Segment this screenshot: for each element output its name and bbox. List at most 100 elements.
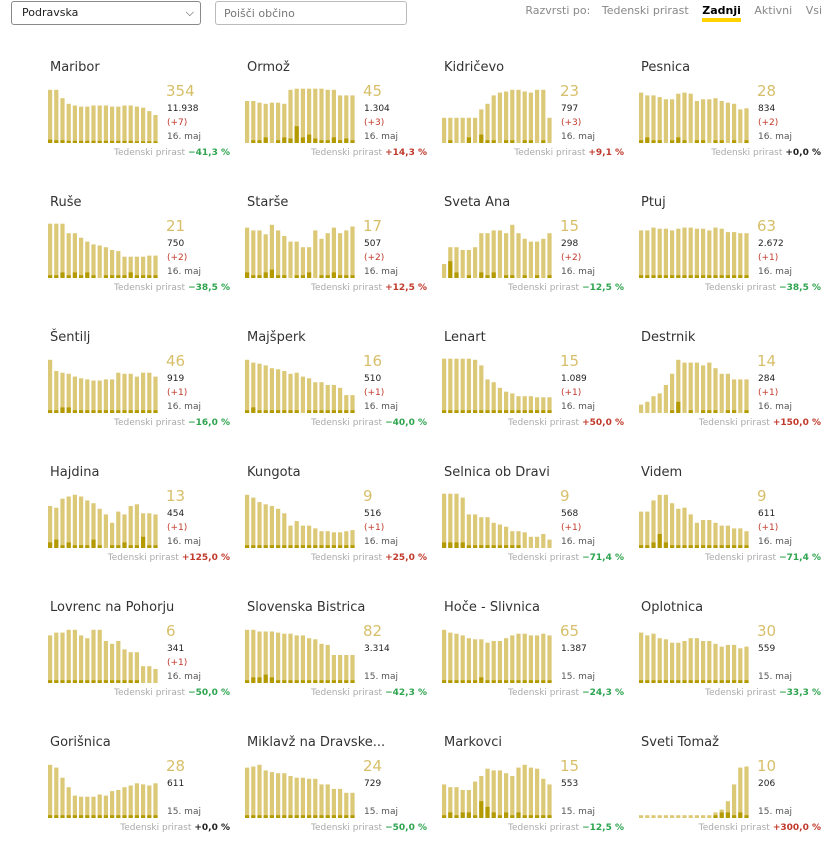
active-bar bbox=[153, 669, 158, 683]
municipality-card[interactable]: Pesnica 28 834 (+2) 16. maj Tedenski prirast +… bbox=[639, 60, 821, 185]
active-cases: 24 bbox=[363, 757, 383, 775]
active-bar bbox=[294, 635, 299, 683]
new-cases-bar bbox=[269, 815, 274, 818]
municipality-card[interactable]: Miklavž na Dravske... 24 729 15. maj Tedensk… bbox=[245, 735, 427, 860]
municipality-card[interactable]: Ptuj 63 2.672 (+1) 16. maj Tedenski prirast −3… bbox=[639, 195, 821, 320]
weekly-change: Tedenski prirast −50,0 % bbox=[114, 688, 230, 698]
new-cases-bar bbox=[48, 410, 53, 413]
municipality-card[interactable]: Markovci 15 553 15. maj Tedenski prirast −12,… bbox=[442, 735, 624, 860]
sort-option-latest[interactable]: Zadnji bbox=[702, 4, 741, 22]
municipality-card[interactable]: Starše 17 507 (+2) 16. maj Tedenski prirast +1… bbox=[245, 195, 427, 320]
sort-option-active[interactable]: Aktivni bbox=[754, 4, 793, 17]
active-bar bbox=[688, 815, 693, 818]
new-cases-bar bbox=[682, 680, 687, 683]
new-cases-bar bbox=[473, 410, 478, 413]
active-bar bbox=[639, 404, 644, 413]
municipality-card[interactable]: Maribor 354 11.938 (+7) 16. maj Tedenski prir… bbox=[48, 60, 230, 185]
active-bar bbox=[48, 635, 53, 683]
new-cases-bar bbox=[54, 815, 59, 818]
active-bar bbox=[251, 101, 256, 143]
new-cases-bar bbox=[504, 410, 509, 413]
municipality-card[interactable]: Lenart 15 1.089 (+1) 16. maj Tedenski prirast… bbox=[442, 330, 624, 455]
municipality-card[interactable]: Ormož 45 1.304 (+3) 16. maj Tedenski prirast +… bbox=[245, 60, 427, 185]
active-bar bbox=[245, 494, 250, 548]
new-cases-bar bbox=[466, 680, 471, 683]
active-bar bbox=[497, 92, 502, 143]
last-date: 16. maj bbox=[364, 132, 398, 142]
new-cases-bar bbox=[294, 410, 299, 413]
new-cases-bar bbox=[116, 545, 121, 548]
new-cases-bar bbox=[497, 410, 502, 413]
municipality-card[interactable]: Kidričevo 23 797 (+3) 16. maj Tedenski priras… bbox=[442, 60, 624, 185]
active-bar bbox=[504, 638, 509, 683]
municipality-card[interactable]: Oplotnica 30 559 15. maj Tedenski prirast −33… bbox=[639, 600, 821, 725]
new-cases-bar bbox=[479, 677, 484, 683]
new-cases-bar bbox=[744, 545, 749, 548]
sort-option-weekly[interactable]: Tedenski prirast bbox=[601, 4, 689, 17]
new-cases-bar bbox=[153, 410, 158, 413]
new-cases-bar bbox=[141, 141, 146, 143]
sort-option-all[interactable]: Vsi bbox=[805, 4, 822, 17]
active-bar bbox=[645, 815, 650, 818]
municipality-name: Selnica ob Dravi bbox=[444, 465, 550, 480]
active-bar bbox=[535, 635, 540, 683]
new-cases-bar bbox=[338, 410, 343, 413]
municipality-card[interactable]: Hajdina 13 454 (+1) 16. maj Tedenski prirast +… bbox=[48, 465, 230, 590]
active-bar bbox=[147, 785, 152, 818]
active-bar bbox=[707, 520, 712, 548]
active-bar bbox=[294, 777, 299, 818]
municipality-card[interactable]: Destrnik 14 284 (+1) 16. maj Tedenski prirast… bbox=[639, 330, 821, 455]
new-cases-bar bbox=[535, 410, 540, 413]
active-bar bbox=[454, 117, 459, 143]
municipality-name: Šentilj bbox=[50, 330, 91, 345]
new-cases-bar bbox=[153, 275, 158, 278]
new-cases-bar bbox=[344, 680, 349, 683]
new-cases-bar bbox=[442, 542, 447, 548]
active-bar bbox=[491, 95, 496, 143]
municipality-card[interactable]: Gorišnica 28 611 15. maj Tedenski prirast +0,… bbox=[48, 735, 230, 860]
municipality-card[interactable]: Selnica ob Dravi 9 568 (+1) 16. maj Tedenski … bbox=[442, 465, 624, 590]
new-cases-bar bbox=[725, 812, 730, 818]
active-bar bbox=[91, 105, 96, 143]
last-date: 16. maj bbox=[561, 132, 595, 142]
municipality-card[interactable]: Slovenska Bistrica 82 3.314 15. maj Tedenski… bbox=[245, 600, 427, 725]
active-bar bbox=[141, 513, 146, 548]
active-bar bbox=[66, 233, 71, 278]
new-cases-bar bbox=[282, 680, 287, 683]
active-bar bbox=[719, 228, 724, 278]
new-cases-bar bbox=[128, 815, 133, 818]
new-cases-bar bbox=[97, 680, 102, 683]
new-cases-bar bbox=[701, 275, 706, 278]
active-bar bbox=[645, 230, 650, 278]
new-cases-bar bbox=[288, 410, 293, 413]
municipality-card[interactable]: Videm 9 611 (+1) 16. maj Tedenski prirast −71,… bbox=[639, 465, 821, 590]
trend-chart bbox=[442, 627, 556, 683]
active-bar bbox=[516, 89, 521, 143]
municipality-card[interactable]: Sveta Ana 15 298 (+2) 16. maj Tedenski priras… bbox=[442, 195, 624, 320]
municipality-name: Destrnik bbox=[641, 330, 696, 345]
new-cases-bar bbox=[522, 410, 527, 413]
new-cases-bar bbox=[744, 815, 749, 818]
active-bar bbox=[147, 513, 152, 548]
active-bar bbox=[288, 241, 293, 278]
municipality-card[interactable]: Hoče - Slivnica 65 1.387 15. maj Tedenski pr… bbox=[442, 600, 624, 725]
active-bar bbox=[97, 380, 102, 413]
active-bar bbox=[522, 532, 527, 548]
new-cases-bar bbox=[48, 275, 53, 278]
total-cases: 611 bbox=[758, 509, 776, 519]
municipality-card[interactable]: Lovrenc na Pohorju 6 341 (+1) 16. maj Tedensk… bbox=[48, 600, 230, 725]
active-bar bbox=[448, 117, 453, 143]
municipality-card[interactable]: Sveti Tomaž 10 206 15. maj Tedenski prirast +… bbox=[639, 735, 821, 860]
active-bar bbox=[128, 652, 133, 683]
municipality-card[interactable]: Šentilj 46 919 (+1) 16. maj Tedenski prirast −… bbox=[48, 330, 230, 455]
new-cases-bar bbox=[319, 815, 324, 818]
municipality-card[interactable]: Majšperk 16 510 (+1) 16. maj Tedenski prirast… bbox=[245, 330, 427, 455]
municipality-card[interactable]: Ruše 21 750 (+2) 16. maj Tedenski prirast −38,… bbox=[48, 195, 230, 320]
weekly-change-value: −50,0 % bbox=[385, 823, 427, 833]
region-select[interactable]: Podravska ⌵ bbox=[11, 1, 201, 25]
municipality-card[interactable]: Kungota 9 516 (+1) 16. maj Tedenski prirast +2… bbox=[245, 465, 427, 590]
active-bar bbox=[485, 379, 490, 413]
search-input[interactable] bbox=[215, 1, 407, 25]
new-cases-bar bbox=[276, 680, 281, 683]
weekly-change-value: −71,4 % bbox=[779, 553, 821, 563]
